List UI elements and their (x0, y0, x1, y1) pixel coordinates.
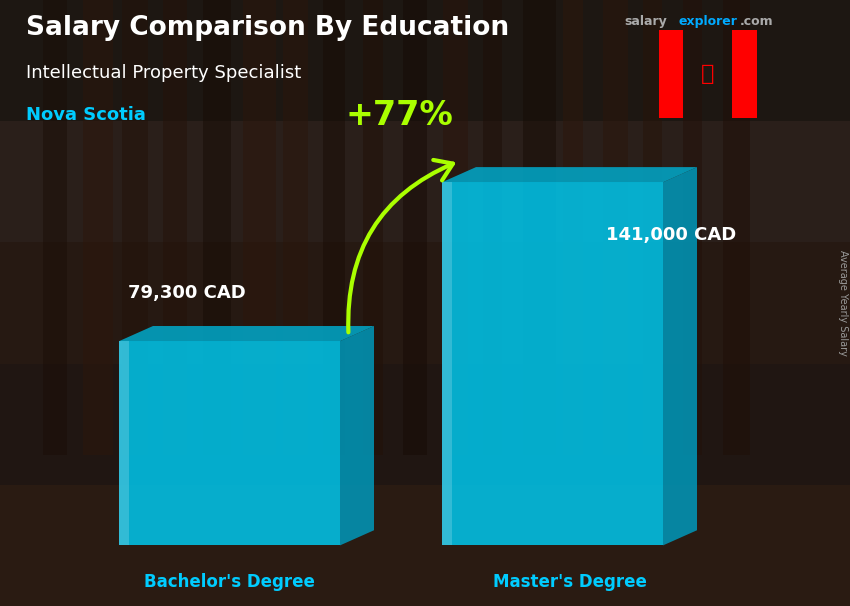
FancyBboxPatch shape (242, 0, 271, 454)
FancyBboxPatch shape (643, 0, 668, 454)
Text: 79,300 CAD: 79,300 CAD (128, 284, 246, 302)
Polygon shape (119, 341, 340, 545)
FancyBboxPatch shape (282, 0, 302, 454)
FancyBboxPatch shape (322, 0, 345, 454)
Polygon shape (663, 167, 697, 545)
Text: Average Yearly Salary: Average Yearly Salary (838, 250, 848, 356)
FancyBboxPatch shape (202, 0, 235, 454)
FancyBboxPatch shape (42, 0, 70, 454)
FancyBboxPatch shape (0, 485, 850, 606)
Text: Master's Degree: Master's Degree (492, 573, 647, 591)
Polygon shape (442, 167, 697, 182)
FancyBboxPatch shape (362, 0, 391, 454)
FancyBboxPatch shape (563, 0, 587, 454)
FancyBboxPatch shape (722, 0, 745, 454)
Text: salary: salary (625, 15, 667, 28)
FancyBboxPatch shape (162, 0, 184, 454)
Text: +77%: +77% (346, 99, 453, 132)
FancyBboxPatch shape (523, 0, 541, 454)
FancyBboxPatch shape (483, 0, 508, 454)
Polygon shape (659, 30, 683, 118)
FancyBboxPatch shape (0, 364, 850, 485)
FancyBboxPatch shape (403, 0, 427, 454)
Text: 🍁: 🍁 (701, 64, 714, 84)
Text: Salary Comparison By Education: Salary Comparison By Education (26, 15, 508, 41)
Text: .com: .com (740, 15, 774, 28)
FancyArrowPatch shape (348, 160, 453, 332)
Text: Intellectual Property Specialist: Intellectual Property Specialist (26, 64, 301, 82)
FancyBboxPatch shape (443, 0, 463, 454)
FancyBboxPatch shape (603, 0, 631, 454)
Text: Nova Scotia: Nova Scotia (26, 106, 145, 124)
FancyBboxPatch shape (82, 0, 101, 454)
Polygon shape (119, 341, 129, 545)
Text: explorer: explorer (678, 15, 737, 28)
Polygon shape (732, 30, 756, 118)
Polygon shape (340, 326, 374, 545)
FancyBboxPatch shape (0, 0, 850, 121)
Polygon shape (119, 326, 374, 341)
Text: 141,000 CAD: 141,000 CAD (606, 226, 737, 244)
FancyBboxPatch shape (683, 0, 712, 454)
FancyBboxPatch shape (0, 121, 850, 242)
FancyBboxPatch shape (0, 242, 850, 364)
Polygon shape (442, 182, 663, 545)
FancyBboxPatch shape (122, 0, 156, 454)
Polygon shape (442, 182, 452, 545)
Text: Bachelor's Degree: Bachelor's Degree (144, 573, 315, 591)
